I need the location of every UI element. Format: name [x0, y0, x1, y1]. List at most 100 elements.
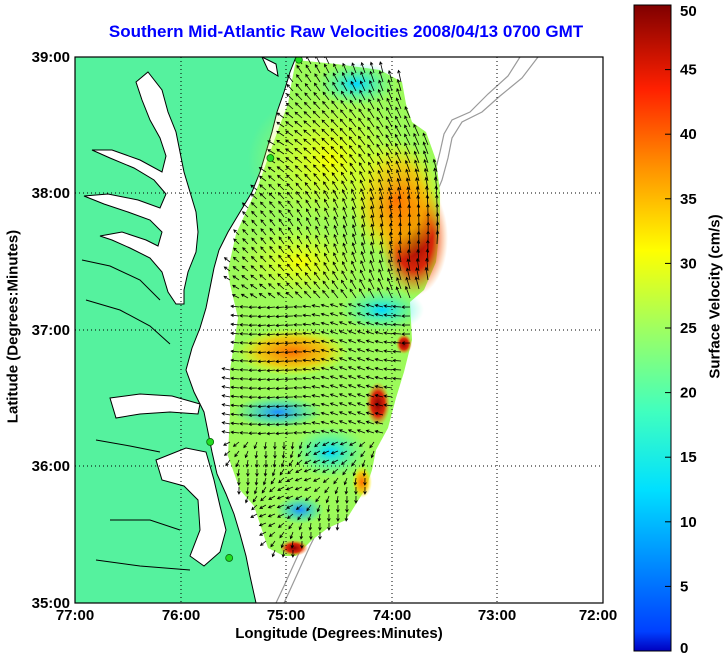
velocity-vector — [361, 232, 366, 245]
velocity-vector — [338, 393, 348, 398]
velocity-vector — [347, 384, 357, 389]
y-axis-label: Latitude (Degrees:Minutes) — [4, 229, 22, 424]
velocity-vector — [305, 208, 312, 218]
velocity-vector — [330, 146, 339, 155]
velocity-vector — [339, 441, 348, 446]
velocity-vector — [376, 134, 384, 146]
velocity-vector — [246, 468, 250, 477]
velocity-vector — [331, 100, 339, 110]
velocity-vector — [312, 155, 321, 164]
velocity-vector — [374, 420, 384, 425]
velocity-vector — [369, 441, 375, 449]
velocity-vector — [413, 141, 420, 155]
velocity-vector — [242, 247, 249, 254]
velocity-vector — [339, 127, 348, 137]
velocity-vector — [278, 245, 285, 254]
velocity-vector — [232, 441, 240, 447]
velocity-vector — [333, 242, 339, 254]
velocity-vector — [296, 263, 303, 272]
velocity-vector — [277, 522, 285, 528]
velocity-vector — [302, 385, 312, 390]
velocity-vector — [365, 348, 375, 353]
velocity-vector — [385, 134, 393, 146]
velocity-vector — [267, 140, 276, 146]
velocity-vector — [296, 217, 303, 227]
velocity-vector — [374, 375, 384, 380]
velocity-vector — [255, 459, 259, 468]
velocity-vector — [348, 127, 357, 137]
velocity-vector — [379, 205, 384, 218]
velocity-vector — [377, 277, 384, 290]
velocity-vector — [285, 139, 294, 146]
velocity-vector — [269, 245, 276, 254]
velocity-vector — [275, 377, 285, 382]
velocity-vector — [333, 233, 339, 245]
velocity-vector — [333, 215, 339, 227]
velocity-vector — [365, 312, 375, 317]
velocity-vector — [315, 495, 321, 503]
velocity-vector — [287, 235, 294, 245]
x-tick-label: 77:00 — [56, 607, 94, 624]
velocity-vector — [318, 531, 322, 540]
velocity-vector — [250, 513, 258, 518]
velocity-vector — [392, 367, 402, 372]
velocity-vector — [280, 540, 285, 549]
velocity-vector — [404, 159, 411, 173]
velocity-vector — [311, 421, 321, 425]
velocity-vector — [298, 441, 303, 450]
velocity-vector — [397, 69, 402, 83]
velocity-vector — [370, 205, 375, 218]
velocity-vector — [259, 531, 267, 536]
velocity-vector — [289, 450, 294, 459]
velocity-vector — [379, 196, 384, 209]
velocity-vector — [332, 270, 339, 281]
velocity-vector — [293, 323, 303, 327]
velocity-vector — [383, 394, 393, 398]
velocity-vector — [435, 221, 440, 236]
velocity-vector — [251, 210, 258, 218]
velocity-vector — [413, 150, 420, 164]
velocity-vector — [285, 112, 294, 119]
velocity-vector — [351, 188, 357, 200]
velocity-vector — [374, 402, 384, 407]
velocity-vector — [388, 204, 393, 218]
map-grid — [75, 57, 603, 603]
velocity-vector — [269, 227, 276, 236]
velocity-vector — [342, 468, 348, 476]
velocity-vector — [248, 332, 258, 337]
velocity-vector — [343, 477, 348, 486]
velocity-vector — [330, 109, 339, 119]
velocity-vector — [358, 162, 366, 173]
velocity-vector — [395, 142, 402, 155]
velocity-vector — [329, 402, 339, 407]
velocity-vector — [331, 172, 339, 182]
velocity-vector — [360, 205, 366, 218]
velocity-vector — [405, 276, 411, 290]
velocity-vector — [404, 142, 411, 155]
velocity-vector — [367, 126, 375, 137]
velocity-vector — [294, 165, 303, 173]
velocity-vector — [360, 250, 366, 263]
velocity-vector — [341, 71, 348, 83]
velocity-vector — [365, 330, 375, 335]
velocity-vector — [388, 195, 393, 209]
velocity-vector — [251, 228, 258, 236]
velocity-vector — [313, 181, 321, 191]
inland-rivers — [81, 259, 191, 571]
velocity-vector — [351, 62, 357, 74]
velocity-vector — [423, 167, 429, 182]
velocity-vector — [230, 430, 240, 435]
velocity-vector — [404, 106, 411, 119]
velocity-vector — [321, 450, 330, 455]
velocity-vector — [387, 268, 393, 281]
velocity-vector — [359, 170, 366, 182]
x-tick-label: 76:00 — [162, 607, 200, 624]
radar-site-marker — [206, 438, 215, 446]
velocity-vector — [276, 112, 285, 119]
velocity-vector — [260, 246, 267, 254]
velocity-vector — [338, 375, 348, 380]
velocity-vector — [239, 323, 249, 327]
velocity-vector — [416, 248, 420, 263]
velocity-vector — [370, 232, 375, 245]
velocity-vector — [314, 190, 321, 200]
